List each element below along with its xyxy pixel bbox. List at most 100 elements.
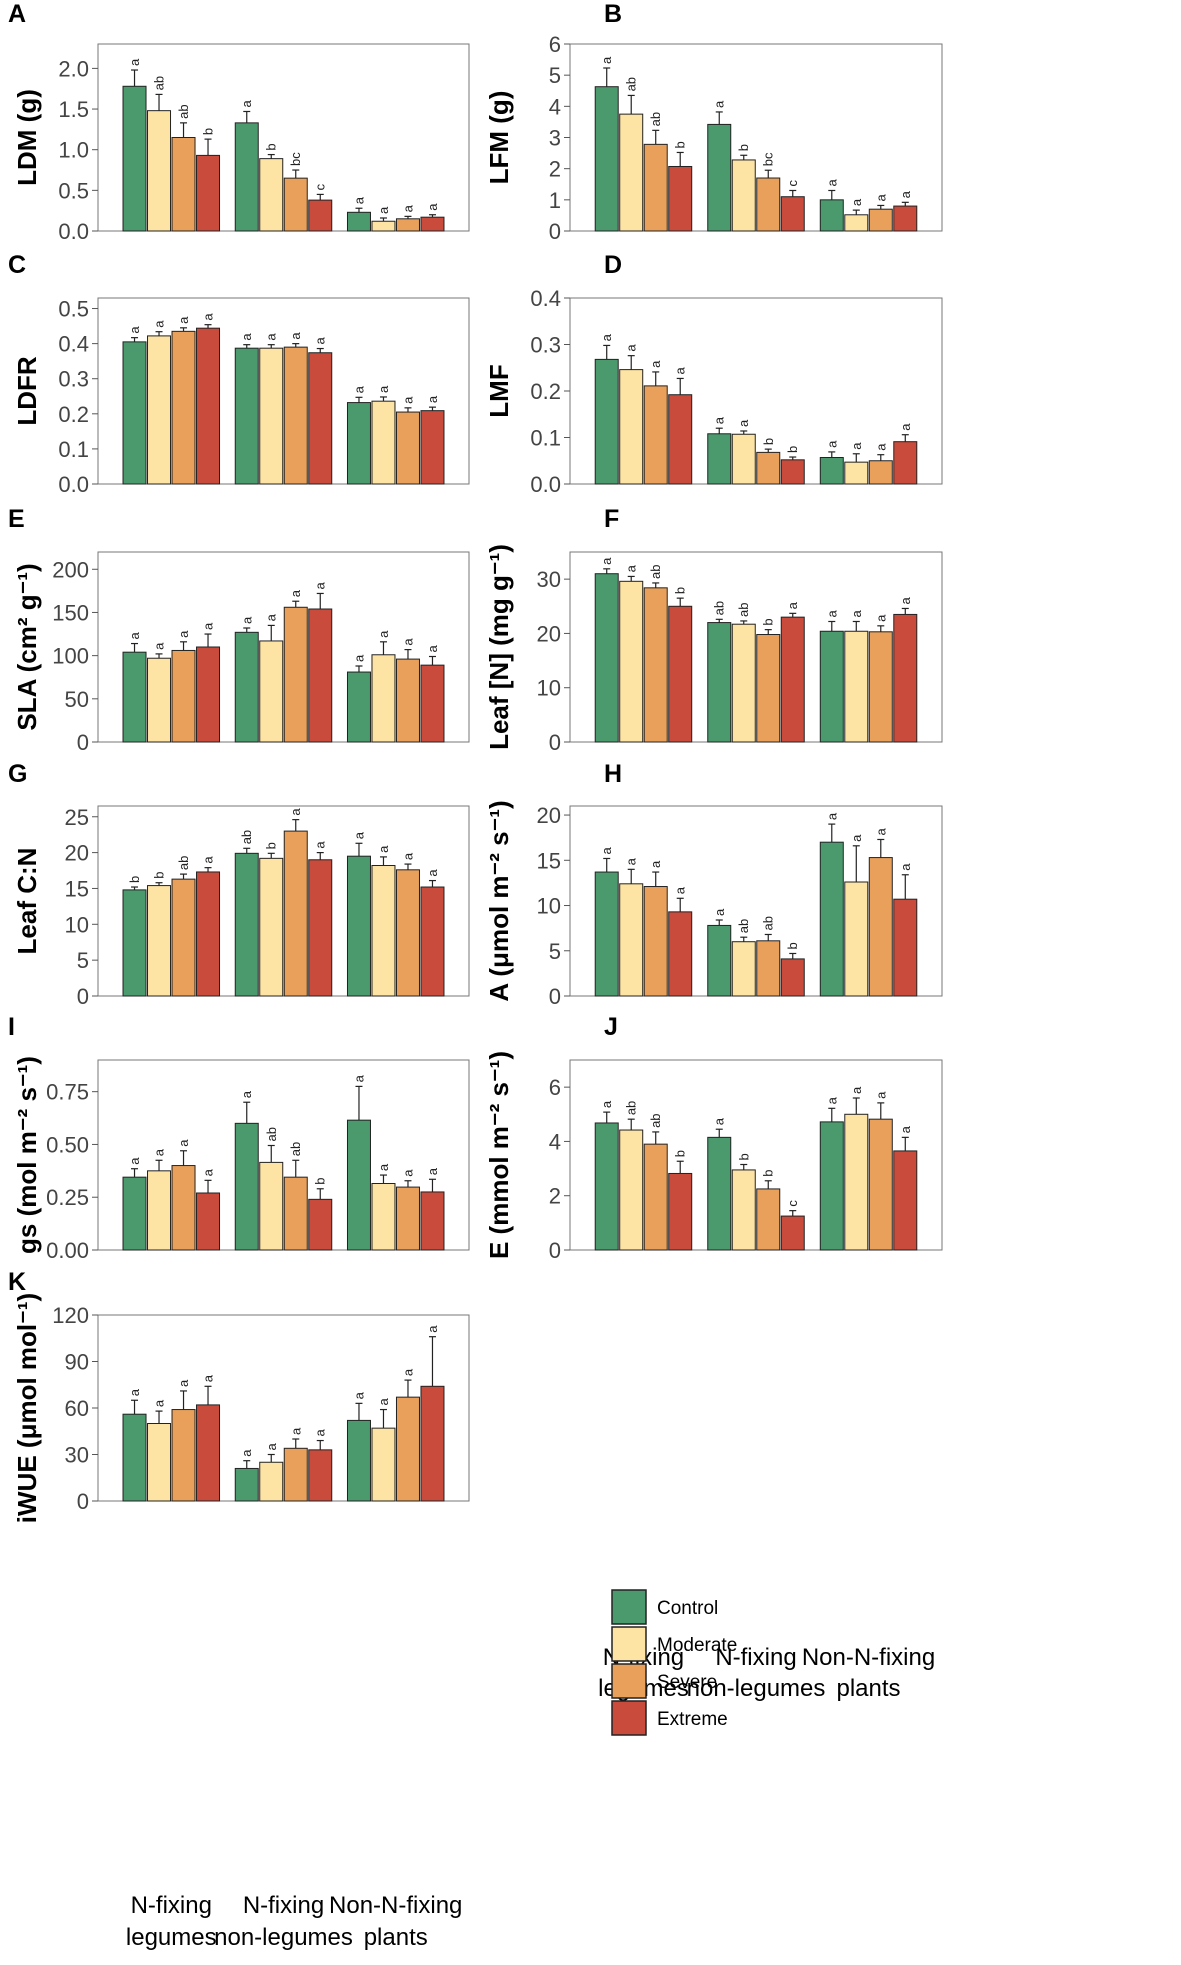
bar-moderate	[259, 347, 284, 485]
significance-letter: a	[127, 1157, 142, 1165]
y-tick-label: 90	[65, 1350, 89, 1375]
y-tick-label: 150	[52, 600, 89, 625]
y-tick-label: 20	[537, 803, 561, 828]
bar-moderate	[259, 857, 284, 997]
panel-letter: I	[8, 1013, 15, 1041]
significance-letter: b	[313, 1178, 328, 1185]
bar-severe	[395, 1396, 420, 1502]
y-tick-label: 0.50	[46, 1132, 89, 1157]
bar-control	[346, 1119, 371, 1251]
y-axis-label: LDFR	[12, 356, 42, 426]
bar-extreme	[780, 958, 805, 997]
significance-letter: a	[313, 1429, 328, 1437]
y-tick-label: 0.0	[530, 472, 561, 497]
significance-letter: ab	[648, 564, 663, 578]
significance-letter: a	[351, 196, 366, 204]
significance-letter: a	[425, 203, 440, 211]
bar-extreme	[308, 199, 333, 232]
bar-moderate	[844, 214, 869, 232]
bar-severe	[171, 1409, 196, 1502]
bar-control	[122, 341, 147, 485]
y-tick-label: 1	[549, 188, 561, 213]
y-tick-label: 0.00	[46, 1238, 89, 1263]
panel-letter: G	[8, 760, 27, 788]
significance-letter: a	[152, 1148, 167, 1156]
significance-letter: a	[849, 1086, 864, 1094]
bar-extreme	[668, 165, 693, 232]
significance-letter: a	[400, 638, 415, 646]
y-tick-label: 1.5	[58, 97, 89, 122]
bar-control	[346, 671, 371, 743]
bar-moderate	[619, 1129, 644, 1251]
y-tick-label: 15	[65, 876, 89, 901]
bar-severe	[283, 1447, 308, 1502]
significance-letter: b	[736, 144, 751, 151]
bar-moderate	[259, 1461, 284, 1502]
significance-letter: a	[425, 1167, 440, 1175]
significance-letter: ab	[736, 919, 751, 933]
significance-letter: a	[376, 1163, 391, 1171]
y-tick-label: 0.4	[58, 332, 89, 357]
y-tick-label: 6	[549, 1075, 561, 1100]
bar-moderate	[147, 335, 172, 485]
significance-letter: b	[785, 942, 800, 949]
y-tick-label: 5	[549, 939, 561, 964]
y-tick-label: 10	[65, 912, 89, 937]
significance-letter: a	[288, 589, 303, 597]
legend-swatch-moderate	[611, 1626, 647, 1662]
significance-letter: bc	[761, 152, 776, 166]
bar-extreme	[893, 613, 918, 743]
bar-control	[594, 573, 619, 743]
bar-moderate	[259, 1161, 284, 1251]
bar-extreme	[780, 616, 805, 743]
bar-extreme	[308, 859, 333, 997]
bar-extreme	[893, 441, 918, 485]
legend: Control Moderate Severe Extreme	[611, 1589, 737, 1736]
significance-letter: ab	[288, 1142, 303, 1156]
significance-letter: a	[599, 333, 614, 341]
significance-letter: ab	[648, 1113, 663, 1127]
bar-extreme	[196, 871, 221, 997]
bar-severe	[395, 1186, 420, 1251]
significance-letter: a	[239, 1090, 254, 1098]
significance-letter: a	[400, 852, 415, 860]
panel-e: E 0 50 100 150 200 SLA (cm² g⁻¹) a a a a a a a a a a a a	[8, 505, 470, 755]
significance-letter: a	[264, 613, 279, 621]
bar-control	[122, 85, 147, 232]
significance-letter: ab	[176, 104, 191, 118]
bar-extreme	[308, 1449, 333, 1502]
bar-moderate	[147, 110, 172, 232]
significance-letter: a	[176, 316, 191, 324]
y-tick-label: 3	[549, 126, 561, 151]
bar-severe	[756, 451, 781, 485]
bar-control	[122, 1176, 147, 1251]
bar-severe	[643, 886, 668, 997]
significance-letter: a	[351, 1391, 366, 1399]
significance-letter: ab	[761, 916, 776, 930]
bar-control	[346, 855, 371, 997]
bar-severe	[868, 208, 893, 232]
significance-letter: a	[785, 601, 800, 609]
y-tick-label: 0.1	[58, 437, 89, 462]
plot-frame	[97, 43, 470, 232]
bar-extreme	[196, 646, 221, 743]
bar-moderate	[844, 461, 869, 485]
y-tick-label: 20	[537, 621, 561, 646]
x-category-label: non-legumes	[214, 1924, 353, 1951]
bar-moderate	[731, 159, 756, 232]
panel-letter: B	[604, 0, 622, 28]
significance-letter: a	[648, 360, 663, 368]
significance-letter: a	[288, 332, 303, 340]
significance-letter: b	[264, 842, 279, 849]
significance-letter: a	[624, 344, 639, 352]
plot-frame	[97, 805, 470, 997]
bar-extreme	[308, 352, 333, 485]
significance-letter: a	[176, 1379, 191, 1387]
bar-control	[594, 1122, 619, 1251]
bar-control	[122, 889, 147, 997]
x-category-label: Non-N-fixing	[802, 1644, 935, 1671]
bar-severe	[756, 634, 781, 743]
